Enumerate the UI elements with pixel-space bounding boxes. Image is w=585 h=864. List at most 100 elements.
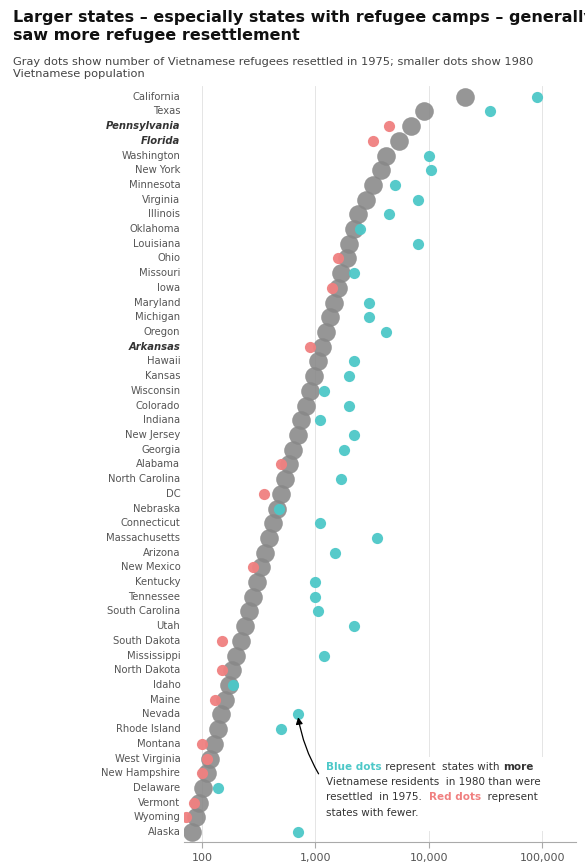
Point [293,825,302,839]
Text: Arizona: Arizona [143,548,180,557]
Text: Oregon: Oregon [144,327,180,337]
Point [248,590,257,604]
Text: South Carolina: South Carolina [107,607,180,617]
Text: more: more [503,761,533,772]
Text: Kansas: Kansas [145,372,180,381]
Text: Vietnamese residents  in 1980 than were: Vietnamese residents in 1980 than were [326,777,541,787]
Text: South Dakota: South Dakota [113,636,180,646]
Text: Connecticut: Connecticut [121,518,180,528]
Text: Michigan: Michigan [135,312,180,322]
Text: Indiana: Indiana [143,416,180,425]
Point [327,281,336,295]
Point [426,163,436,177]
Point [244,605,253,619]
Point [248,561,257,575]
Point [197,766,207,780]
Point [288,442,298,456]
Point [349,354,359,368]
Text: DC: DC [166,489,180,499]
Point [256,561,266,575]
Point [189,796,198,810]
Text: Montana: Montana [137,739,180,749]
Point [413,237,422,251]
Point [224,678,233,692]
Point [293,428,302,442]
Point [252,575,261,589]
Point [229,678,238,692]
Text: Ohio: Ohio [157,253,180,264]
Point [337,266,346,280]
Text: Gray dots show number of Vietnamese refugees resettled in 1975; smaller dots sho: Gray dots show number of Vietnamese refu… [13,57,534,79]
Point [407,119,416,133]
Text: Illinois: Illinois [149,209,180,219]
Point [240,619,249,633]
Point [305,384,314,397]
Point [293,708,302,721]
Text: New Jersey: New Jersey [125,430,180,440]
Text: West Virginia: West Virginia [115,753,180,764]
Point [319,384,329,397]
Point [315,517,325,530]
Text: North Dakota: North Dakota [114,665,180,676]
Point [345,369,354,383]
Text: Colorado: Colorado [136,401,180,410]
Point [319,649,329,663]
Point [191,810,200,824]
Text: Alaska: Alaska [147,827,180,837]
Point [322,325,331,339]
Text: represent: represent [481,792,538,803]
Point [301,398,310,412]
Point [349,266,359,280]
Point [349,428,359,442]
Point [280,473,290,486]
Point [273,502,282,516]
Text: Iowa: Iowa [157,283,180,293]
Text: New Hampshire: New Hampshire [101,768,180,778]
Point [232,649,241,663]
Point [313,605,322,619]
Point [345,398,354,412]
Text: Rhode Island: Rhode Island [116,724,180,734]
Point [329,295,338,309]
Point [460,90,470,104]
Point [362,193,371,206]
Point [187,825,197,839]
Text: Wyoming: Wyoming [133,812,180,823]
Point [331,546,340,560]
Text: Nebraska: Nebraska [133,504,180,513]
Text: represent  states with: represent states with [382,761,503,772]
Point [413,193,422,206]
Point [198,781,208,795]
Text: Vermont: Vermont [138,797,180,808]
Point [305,340,315,353]
Text: California: California [133,92,180,102]
Point [195,796,204,810]
Point [356,222,365,236]
Text: Nevada: Nevada [142,709,180,720]
Point [311,590,320,604]
Text: New Mexico: New Mexico [121,562,180,572]
Text: Blue dots: Blue dots [326,761,382,772]
Point [318,340,327,353]
Point [368,178,377,192]
Point [372,531,381,545]
Point [345,237,354,251]
Text: Minnesota: Minnesota [129,180,180,190]
Text: New York: New York [135,165,180,175]
Point [214,781,223,795]
Point [268,517,277,530]
Text: Delaware: Delaware [133,783,180,793]
Point [349,222,359,236]
Point [259,487,269,501]
Text: Massachusetts: Massachusetts [106,533,180,543]
Point [264,531,274,545]
Text: Maine: Maine [150,695,180,705]
Point [365,310,374,324]
Point [368,134,377,148]
Point [376,163,386,177]
Point [390,178,400,192]
Point [285,458,294,472]
Point [277,722,286,736]
Text: resettled  in 1975.: resettled in 1975. [326,792,429,803]
Text: Georgia: Georgia [141,445,180,454]
